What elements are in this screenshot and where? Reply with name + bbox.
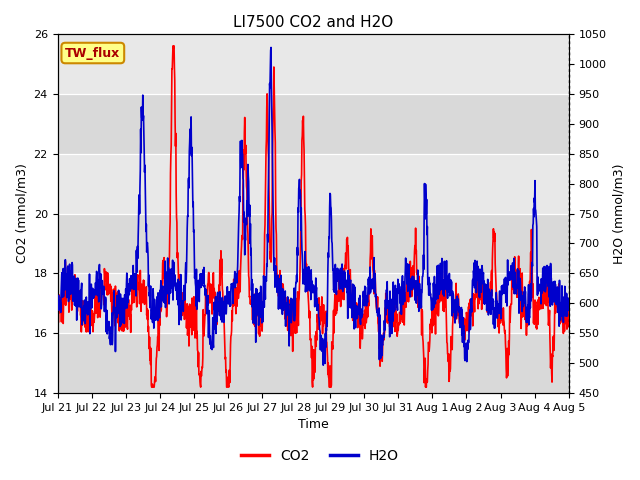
CO2	[460, 319, 467, 325]
Text: TW_flux: TW_flux	[65, 47, 120, 60]
H2O	[505, 273, 513, 278]
CO2	[148, 384, 156, 390]
CO2	[505, 338, 513, 344]
Title: LI7500 CO2 and H2O: LI7500 CO2 and H2O	[233, 15, 393, 30]
H2O	[460, 323, 467, 328]
Y-axis label: H2O (mmol/m3): H2O (mmol/m3)	[612, 163, 625, 264]
CO2	[225, 367, 233, 373]
Y-axis label: CO2 (mmol/m3): CO2 (mmol/m3)	[15, 164, 28, 264]
CO2	[393, 311, 401, 317]
Bar	[58, 333, 569, 393]
H2O	[155, 308, 163, 313]
H2O	[393, 304, 401, 310]
H2O	[267, 45, 275, 50]
X-axis label: Time: Time	[298, 419, 328, 432]
CO2	[565, 302, 573, 308]
CO2	[169, 43, 177, 49]
Line: CO2: CO2	[58, 46, 569, 387]
CO2	[54, 318, 61, 324]
H2O	[319, 362, 327, 368]
H2O	[54, 299, 61, 304]
Bar	[58, 214, 569, 274]
H2O	[225, 301, 232, 307]
Legend: CO2, H2O: CO2, H2O	[236, 443, 404, 468]
CO2	[156, 348, 163, 353]
H2O	[168, 266, 175, 272]
H2O	[565, 303, 573, 309]
Line: H2O: H2O	[58, 48, 569, 365]
CO2	[168, 107, 175, 112]
Bar	[58, 94, 569, 154]
